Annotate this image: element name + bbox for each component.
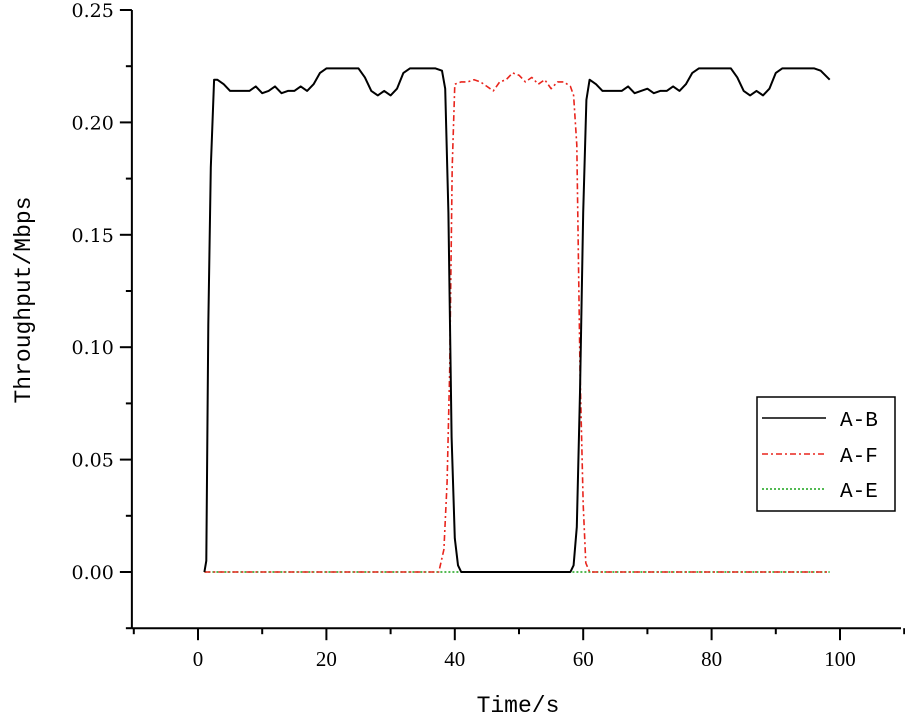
x-tick-label: 100 — [824, 647, 856, 671]
x-tick-label: 80 — [701, 647, 722, 671]
y-axis-title: Throughput/Mbps — [11, 196, 37, 403]
axes: 0.00 0.05 0.10 0.15 0.20 0.25 0 20 40 60 80 100 — [72, 0, 905, 671]
y-tick-label: 0.10 — [72, 337, 114, 359]
x-tick-label: 60 — [573, 647, 594, 671]
x-tick-label: 20 — [316, 647, 337, 671]
legend-label-a-f: A-F — [840, 446, 878, 469]
plot-lines — [203, 67, 831, 573]
y-tick-label: 0.15 — [72, 225, 114, 247]
legend-label-a-e: A-E — [840, 481, 878, 504]
series-line-a-b — [203, 67, 831, 573]
y-tick-label: 0.25 — [72, 0, 114, 22]
y-tick-label: 0.05 — [72, 450, 114, 472]
x-tick-label: 0 — [193, 647, 204, 671]
series-line-a-f — [204, 72, 830, 573]
x-tick-label: 40 — [444, 647, 465, 671]
y-tick-label: 0.00 — [72, 562, 114, 584]
legend-label-a-b: A-B — [840, 410, 878, 433]
y-tick-label: 0.20 — [72, 112, 114, 134]
x-axis-title: Time/s — [477, 693, 560, 719]
legend: A-B A-F A-E — [756, 396, 896, 512]
